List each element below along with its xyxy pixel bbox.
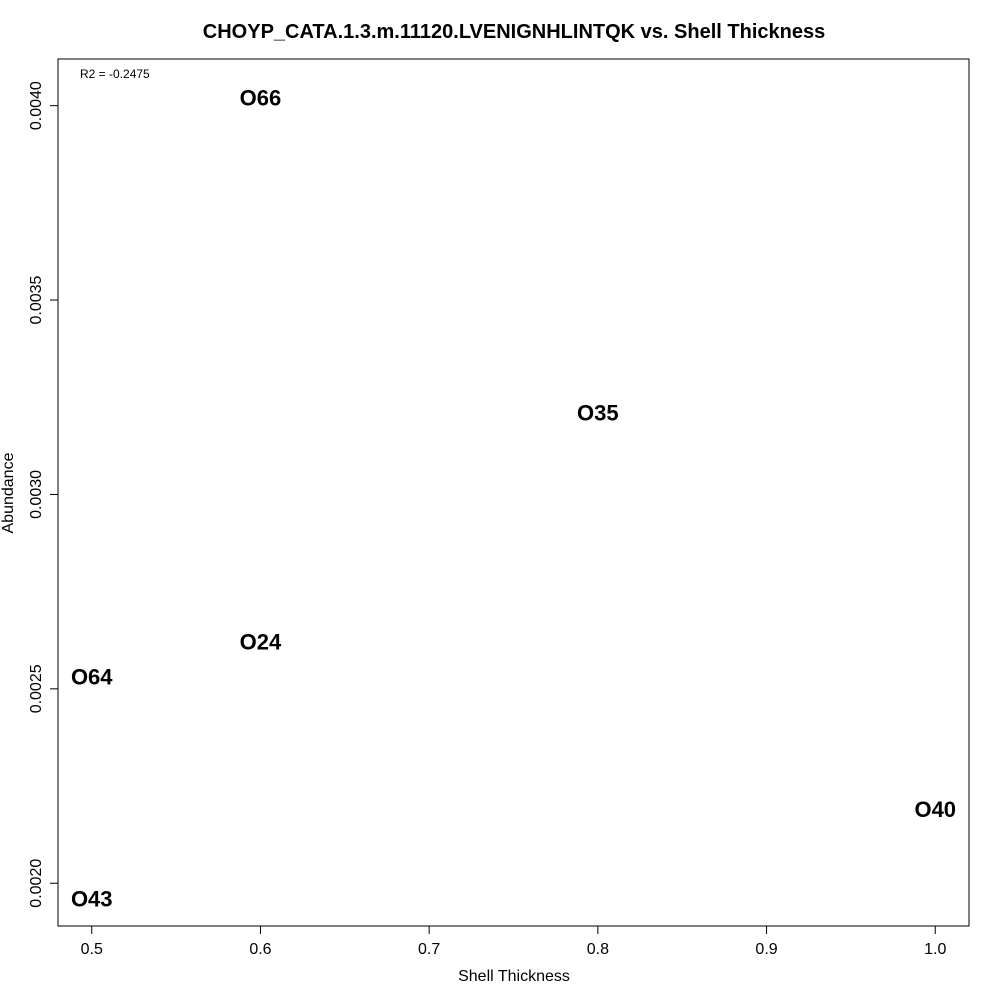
- y-tick-label: 0.0020: [28, 859, 45, 908]
- x-axis-label: Shell Thickness: [458, 968, 570, 985]
- x-tick-label: 0.8: [587, 941, 609, 958]
- y-tick-label: 0.0025: [28, 664, 45, 713]
- x-tick-label: 0.5: [81, 941, 103, 958]
- point-o64: O64: [71, 665, 113, 690]
- y-axis-label: Abundance: [0, 452, 17, 533]
- point-o40: O40: [914, 797, 956, 822]
- y-tick-label: 0.0030: [28, 470, 45, 519]
- chart-title: CHOYP_CATA.1.3.m.11120.LVENIGNHLINTQK vs…: [203, 21, 825, 43]
- data-points: O66 O35 O24 O64 O40 O43: [71, 85, 956, 911]
- plot-frame: [57, 58, 970, 927]
- x-tick-label: 0.9: [755, 941, 777, 958]
- x-tick-label: 1.0: [924, 941, 946, 958]
- x-tick-label: 0.7: [418, 941, 440, 958]
- point-o24: O24: [240, 630, 282, 655]
- x-axis: 0.5 0.6 0.7 0.8 0.9 1.0: [81, 925, 946, 958]
- y-tick-label: 0.0040: [28, 81, 45, 130]
- point-o43: O43: [71, 886, 113, 911]
- point-o66: O66: [240, 85, 282, 110]
- r2-annotation: R2 = -0.2475: [80, 67, 150, 81]
- point-o35: O35: [577, 400, 619, 425]
- y-tick-label: 0.0035: [28, 275, 45, 324]
- x-tick-label: 0.6: [249, 941, 271, 958]
- y-axis: 0.0020 0.0025 0.0030 0.0035 0.0040: [28, 81, 59, 908]
